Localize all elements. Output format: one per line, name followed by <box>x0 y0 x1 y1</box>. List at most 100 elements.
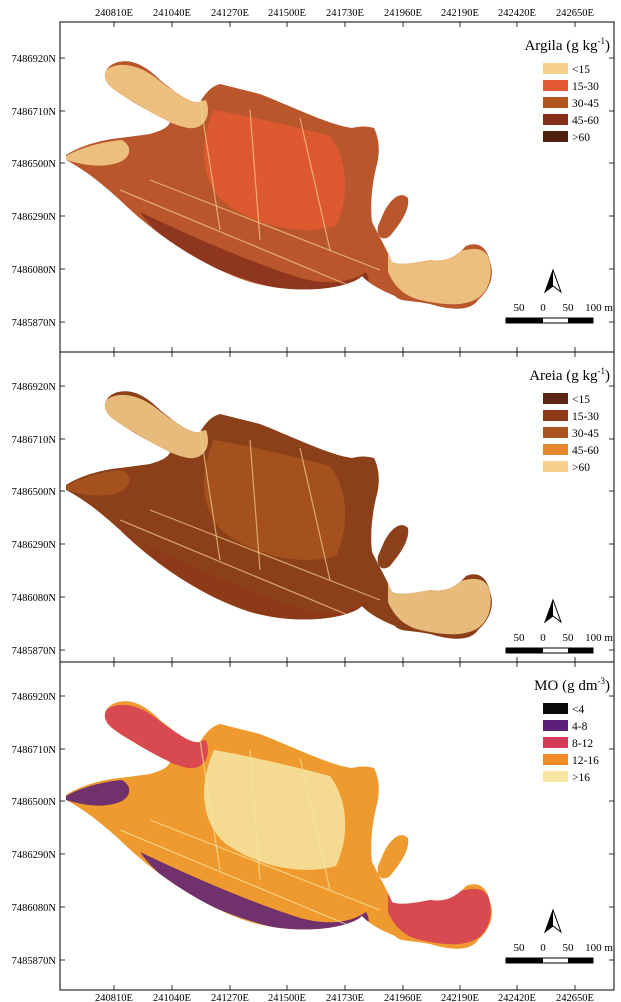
x-tick-label: 241500E <box>268 993 306 1002</box>
x-tick-label: 241040E <box>153 8 191 19</box>
legend-swatch <box>543 703 568 714</box>
y-tick-label: 7485870N <box>12 646 57 657</box>
x-tick-label: 241730E <box>326 993 364 1002</box>
y-tick-label: 7486500N <box>12 487 57 498</box>
field-track <box>119 829 361 931</box>
scale-label: 0 <box>540 632 546 644</box>
legend-swatch <box>543 720 568 731</box>
x-tick-label: 242420E <box>498 8 536 19</box>
x-tick-label: 241270E <box>211 993 249 1002</box>
field-raster <box>66 391 492 639</box>
x-tick-label: 242190E <box>441 993 479 1002</box>
legend-swatch <box>543 754 568 765</box>
class-patch-north-lobe <box>103 394 208 459</box>
x-tick-label: 242420E <box>498 993 536 1002</box>
legend-label: <15 <box>572 64 590 76</box>
legend-swatch <box>543 771 568 782</box>
y-tick-label: 7486290N <box>12 850 57 861</box>
x-tick-label: 241730E <box>326 8 364 19</box>
scale-label: 50 <box>563 942 575 954</box>
legend-label: <4 <box>572 704 584 716</box>
x-axis-bottom: 240810E 241040E 241270E 241500E 241730E 24196… <box>95 993 594 1002</box>
legend-label: >16 <box>572 772 590 784</box>
scale-bar: 50 0 50 100 m <box>505 632 613 654</box>
scale-label: 100 m <box>585 942 613 954</box>
legend-swatch <box>543 737 568 748</box>
legend-label: 15-30 <box>572 411 599 423</box>
class-patch-west-tip <box>66 140 130 166</box>
y-tick-label: 7486710N <box>12 745 57 756</box>
field-track <box>249 749 261 881</box>
graticule <box>60 352 614 662</box>
y-tick-label: 7485870N <box>12 318 57 329</box>
class-patch-center <box>204 110 346 230</box>
field-track <box>119 519 361 621</box>
legend-label: <15 <box>572 394 590 406</box>
field-track <box>119 189 361 291</box>
field-track <box>149 509 381 601</box>
field-track <box>299 117 331 251</box>
scale-bar: 50 0 50 100 m <box>505 942 613 964</box>
x-tick-label: 241960E <box>384 993 422 1002</box>
legend-label: >60 <box>572 462 590 474</box>
y-tick-label: 7485870N <box>12 956 57 967</box>
legend-swatch <box>543 80 568 91</box>
x-tick-label: 241960E <box>384 8 422 19</box>
map-frame <box>59 21 615 991</box>
x-axis-top: 240810E 241040E 241270E 241500E 241730E 24196… <box>95 8 594 19</box>
legend-label: 30-45 <box>572 98 599 110</box>
map-panel: MO (g dm-3) <4 4-8 8-12 12-16 >16 50 0 50 100 m <box>60 662 614 990</box>
scale-label: 50 <box>563 632 575 644</box>
legend-swatch <box>543 393 568 404</box>
field-track <box>299 447 331 581</box>
legend-swatch <box>543 410 568 421</box>
legend-swatch <box>543 461 568 472</box>
legend-label: 45-60 <box>572 445 599 457</box>
class-patch-north-lobe <box>103 704 208 769</box>
legend-label: 15-30 <box>572 81 599 93</box>
x-tick-label: 241270E <box>211 8 249 19</box>
field-spur <box>377 195 409 239</box>
field-track <box>149 819 381 911</box>
class-patch-center <box>204 440 346 560</box>
field-spur <box>377 525 409 569</box>
x-tick-label: 242650E <box>556 8 594 19</box>
y-tick-label: 7486080N <box>12 903 57 914</box>
y-tick-label: 7486080N <box>12 593 57 604</box>
y-tick-label: 7486500N <box>12 159 57 170</box>
x-tick-label: 242190E <box>441 8 479 19</box>
legend-swatch <box>543 444 568 455</box>
y-tick-label: 7486920N <box>12 54 57 65</box>
legend: Argila (g kg-1) <15 15-30 30-45 45-60 >60 <box>524 36 610 144</box>
legend: Areia (g kg-1) <15 15-30 30-45 45-60 >60 <box>529 366 610 474</box>
legend-swatch <box>543 114 568 125</box>
x-tick-label: 240810E <box>95 8 133 19</box>
y-tick-label: 7486080N <box>12 265 57 276</box>
legend-label: 8-12 <box>572 738 593 750</box>
legend-swatch <box>543 97 568 108</box>
scale-label: 50 <box>514 302 526 314</box>
legend-label: 4-8 <box>572 721 588 733</box>
y-tick-label: 7486920N <box>12 692 57 703</box>
field-track <box>149 179 381 271</box>
y-tick-label: 7486500N <box>12 797 57 808</box>
field-track <box>199 99 221 231</box>
class-patch-west-tip <box>66 470 130 496</box>
y-tick-label: 7486290N <box>12 212 57 223</box>
x-tick-label: 242650E <box>556 993 594 1002</box>
north-arrow-icon <box>543 908 563 934</box>
class-patch-center <box>204 750 346 870</box>
graticule <box>60 662 614 990</box>
legend: MO (g dm-3) <4 4-8 8-12 12-16 >16 <box>534 676 610 784</box>
field-track <box>299 757 331 891</box>
scale-label: 0 <box>540 302 546 314</box>
y-tick-label: 7486290N <box>12 540 57 551</box>
scale-label: 100 m <box>585 632 613 644</box>
x-tick-label: 240810E <box>95 993 133 1002</box>
legend-swatch <box>543 131 568 142</box>
legend-label: >60 <box>572 132 590 144</box>
legend-title: MO (g dm-3) <box>534 676 610 694</box>
field-track <box>249 109 261 241</box>
